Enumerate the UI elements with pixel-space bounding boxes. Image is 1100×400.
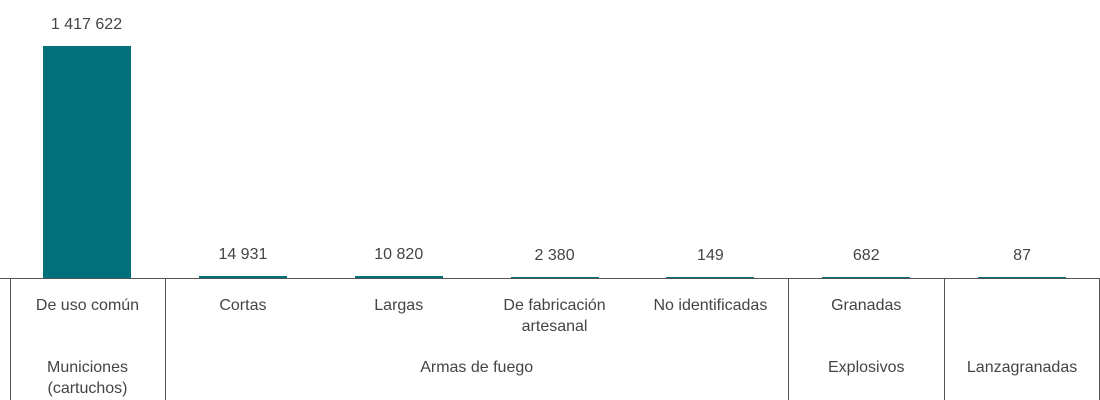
column-divider (10, 278, 11, 400)
bar (666, 277, 755, 278)
value-label: 2 380 (534, 247, 575, 264)
bar (42, 46, 131, 278)
group-label: Explosivos (828, 359, 905, 376)
category-label: Granadas (831, 297, 902, 314)
value-label: 14 931 (218, 245, 268, 263)
bar (510, 277, 599, 278)
category-label: Largas (374, 297, 424, 314)
category-label: De uso común (35, 297, 140, 314)
column-divider (944, 278, 946, 400)
column-divider (165, 278, 166, 400)
group-label: Lanzagranadas (966, 359, 1078, 376)
bar (822, 277, 911, 278)
bar (978, 277, 1067, 278)
value-label: 1 417 622 (50, 16, 123, 33)
bar (354, 276, 443, 278)
value-label: 10 820 (374, 246, 424, 264)
group-label: Municiones (cartuchos) (47, 359, 128, 397)
group-label: Armas de fuego (420, 359, 534, 376)
table-top-border (0, 278, 1100, 279)
bar (198, 275, 287, 278)
category-label: Cortas (219, 297, 267, 314)
column-divider (788, 278, 790, 400)
category-label: No identificadas (653, 297, 768, 314)
value-label: 87 (1013, 247, 1031, 264)
category-label: De fabricación artesanal (503, 297, 606, 335)
value-label: 682 (852, 247, 880, 264)
value-label: 149 (697, 247, 724, 264)
